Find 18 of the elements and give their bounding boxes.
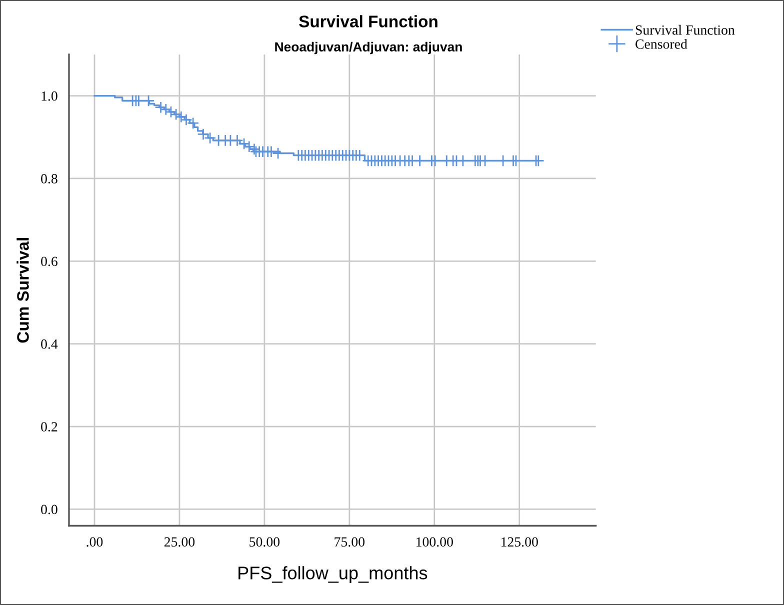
y-tick-label: 0.4 bbox=[41, 339, 58, 349]
y-tick-label: 0.8 bbox=[41, 174, 58, 184]
legend-label: Censored bbox=[636, 39, 688, 49]
y-tick-label: 0.0 bbox=[41, 504, 58, 514]
chart-subtitle: Neoadjuvan/Adjuvan: adjuvan bbox=[275, 42, 462, 54]
chart-title: Survival Function bbox=[299, 15, 438, 28]
y-tick-label: 0.2 bbox=[41, 422, 58, 432]
x-tick-label: 50.00 bbox=[250, 537, 280, 547]
x-tick-label: 25.00 bbox=[164, 537, 195, 547]
x-tick-label: 125.00 bbox=[501, 537, 538, 547]
x-tick-label: 100.00 bbox=[416, 537, 453, 547]
x-tick-label: .00 bbox=[86, 537, 103, 547]
y-tick-label: 1.0 bbox=[42, 91, 58, 101]
x-axis-title: PFS_follow_up_months bbox=[238, 566, 428, 583]
y-axis-title: Cum Survival bbox=[16, 238, 29, 343]
x-tick-label: 75.00 bbox=[334, 537, 365, 547]
y-tick-label: 0.6 bbox=[41, 256, 58, 266]
legend-label: Survival Function bbox=[636, 24, 735, 35]
